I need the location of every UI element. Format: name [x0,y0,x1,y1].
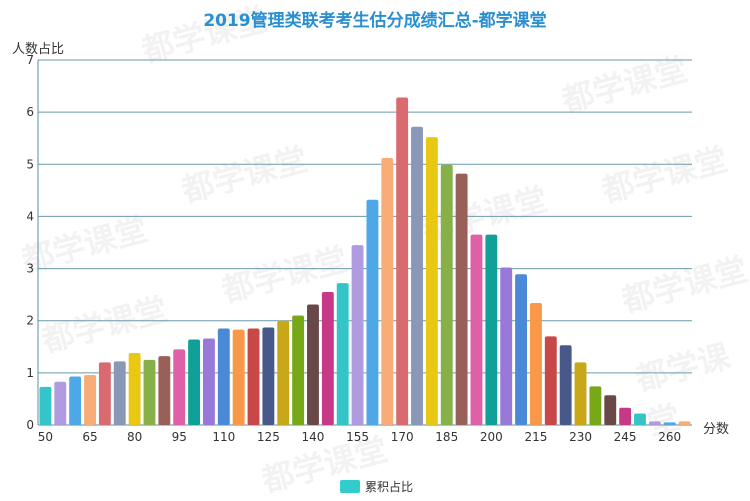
x-tick-label: 125 [257,430,280,444]
bar-55 [54,381,67,425]
bar-230 [574,362,587,425]
x-tick-label: 95 [172,430,187,444]
y-tick-label: 0 [26,418,34,432]
bar-105 [202,338,215,425]
bar-255 [648,421,661,425]
y-tick-label: 7 [26,53,34,67]
chart-title: 2019管理类联考考生估分成绩汇总-都学课堂 [203,11,547,31]
bar-205 [500,267,513,425]
bar-225 [559,345,572,425]
x-tick-label: 200 [480,430,503,444]
x-axis-label: 分数 [703,422,730,437]
bar-240 [604,395,617,425]
bar-235 [589,386,602,425]
bar-185 [440,164,453,426]
bar-115 [232,329,245,425]
x-tick-label: 50 [38,430,53,444]
x-tick-label: 245 [614,430,637,444]
y-tick-label: 4 [26,209,34,223]
bar-160 [366,199,379,425]
bar-60 [69,376,82,425]
bar-175 [411,126,423,425]
y-axis-label: 人数占比 [12,42,65,57]
bar-130 [277,320,290,425]
bar-90 [158,356,171,425]
bar-215 [529,302,542,425]
bar-95 [173,349,186,425]
bar-200 [485,234,498,425]
legend-label: 累积占比 [365,480,414,494]
x-tick-label: 260 [658,430,681,444]
bar-170 [396,97,409,426]
bar-165 [381,158,394,425]
bar-135 [292,315,305,425]
bar-70 [98,362,111,425]
bar-120 [247,328,260,425]
y-tick-label: 6 [26,105,34,119]
x-tick-label: 170 [391,430,414,444]
bar-265 [678,421,691,425]
y-tick-label: 1 [26,366,34,380]
bar-65 [84,374,96,425]
bar-155 [351,245,364,425]
bar-140 [307,304,319,425]
x-tick-label: 65 [82,430,97,444]
bar-100 [188,339,201,425]
x-tick-label: 155 [346,430,369,444]
bar-110 [217,328,230,425]
y-tick-label: 5 [26,157,34,171]
legend-swatch [340,480,360,493]
x-tick-label: 80 [127,430,142,444]
x-tick-label: 185 [435,430,458,444]
bar-210 [515,274,528,425]
bar-180 [425,137,438,425]
bar-195 [470,234,483,425]
x-tick-label: 110 [212,430,235,444]
bar-50 [39,386,52,425]
y-tick-label: 2 [26,314,34,328]
bar-250 [634,413,646,425]
bar-75 [113,361,126,425]
bar-150 [336,283,349,425]
y-tick-label: 3 [26,262,34,276]
x-tick-label: 140 [302,430,325,444]
x-tick-label: 215 [524,430,547,444]
bar-80 [128,353,141,425]
legend[interactable]: 累积占比 [340,478,413,495]
bar-245 [619,407,632,425]
x-tick-label: 230 [569,430,592,444]
bar-260 [663,422,676,425]
bar-125 [262,327,275,425]
bar-220 [544,336,557,425]
bar-145 [321,292,334,425]
bar-85 [143,359,156,425]
bar-190 [455,173,468,425]
